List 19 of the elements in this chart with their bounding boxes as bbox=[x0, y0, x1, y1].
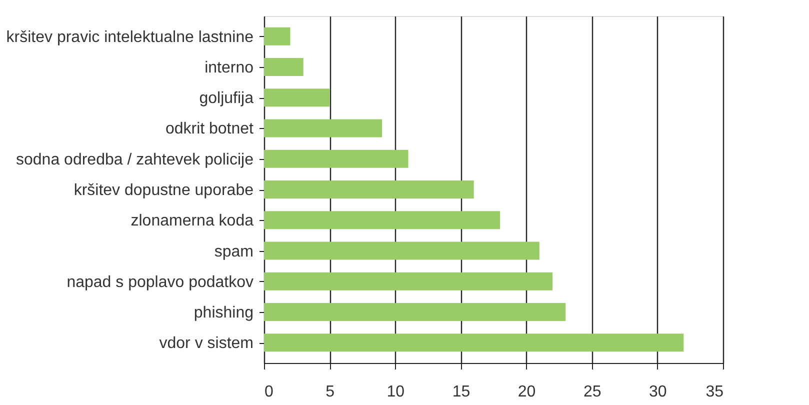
y-tick-label: phishing bbox=[194, 304, 254, 322]
x-tick-label: 20 bbox=[518, 384, 536, 400]
x-tick-label: 5 bbox=[326, 384, 335, 400]
x-tick-label: 15 bbox=[452, 384, 470, 400]
y-tick-label: interno bbox=[204, 59, 254, 76]
x-tick-label: 0 bbox=[264, 384, 274, 400]
y-tick-label: zlonamerna koda bbox=[130, 212, 254, 230]
y-tick-label: sodna odredba / zahtevek policije bbox=[16, 151, 254, 168]
x-tick-label: 35 bbox=[706, 384, 724, 400]
y-tick-label: vdor v sistem bbox=[159, 335, 254, 352]
y-tick-label: goljufija bbox=[199, 90, 254, 108]
y-tick-label: kršitev pravic intelektualne lastnine bbox=[6, 28, 254, 46]
y-tick-label: odkrit botnet bbox=[165, 120, 254, 138]
y-tick-label: kršitev dopustne uporabe bbox=[74, 182, 254, 199]
x-tick-label: 30 bbox=[649, 384, 667, 400]
x-tick-label: 25 bbox=[583, 384, 602, 400]
x-tick-label: 10 bbox=[386, 384, 405, 400]
y-tick-label: spam bbox=[214, 243, 254, 260]
y-tick-label: napad s poplavo podatkov bbox=[66, 274, 254, 291]
